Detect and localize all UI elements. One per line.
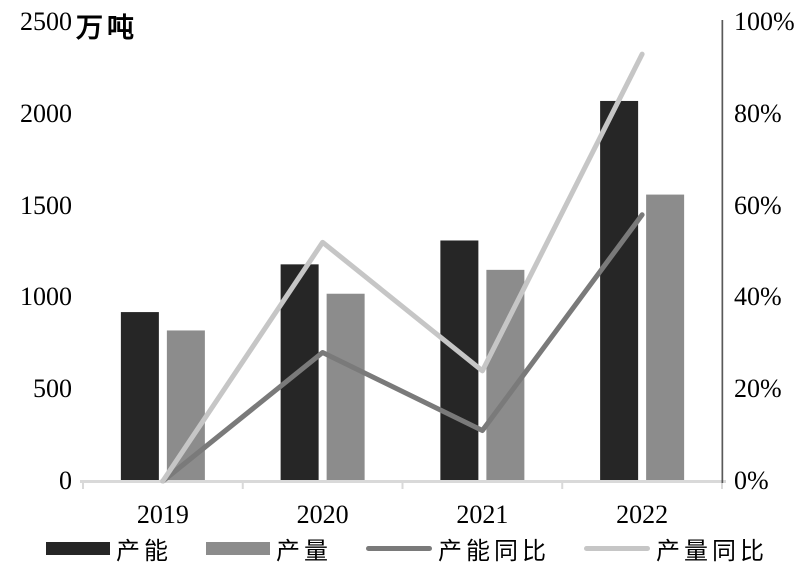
x-axis-tick [721,480,723,489]
line-产能同比 [160,212,645,484]
x-axis-label-2019: 2019 [136,500,189,529]
legend-label-capacity-yoy: 产能同比 [438,538,550,565]
x-axis-label-2022: 2022 [616,500,669,529]
legend-item-capacity: 产能 [46,531,172,566]
bar-产量-2022 [646,194,685,483]
bar-产能-2019 [120,312,159,482]
legend-item-capacity-yoy: 产能同比 [366,531,550,566]
legend-label-production-yoy: 产量同比 [656,538,768,565]
right-axis-tick-80%: 80% [734,98,782,128]
left-axis-unit-label: 万吨 [76,13,138,43]
legend-label-production: 产量 [276,538,332,565]
x-axis-label-2021: 2021 [456,500,509,529]
bar-产能-2022 [600,100,639,482]
left-axis-tick-2000: 2000 [20,98,72,128]
legend-item-production-yoy: 产量同比 [584,531,768,566]
bar-产量-2020 [326,293,365,482]
left-axis-tick-1000: 1000 [20,282,72,312]
x-axis-tick [241,480,244,489]
line-产量同比 [160,51,645,484]
left-axis-tick-0: 0 [59,466,72,495]
x-axis-tick [401,480,404,489]
left-axis-tick-500: 500 [33,374,72,404]
bar-产量-2019 [166,330,205,482]
right-axis-tick-60%: 60% [734,190,782,220]
right-axis-line [721,20,724,483]
legend-label-capacity: 产能 [116,538,172,565]
x-axis-tick [82,480,84,489]
legend-item-production: 产量 [206,531,332,566]
production-yoy-line-swatch [584,545,650,551]
right-axis-tick-0%: 0% [734,466,769,495]
left-axis-tick-1500: 1500 [20,190,72,220]
legend: 产能 产量 产能同比 产量同比 [46,531,768,565]
right-axis-tick-40%: 40% [734,282,782,312]
left-axis-tick-2500: 2500 [20,7,72,36]
right-axis-tick-20%: 20% [734,374,782,404]
capacity-yoy-line-swatch [366,545,432,551]
x-axis-label-2020: 2020 [296,500,349,529]
capacity-bar-swatch [46,541,110,555]
x-axis-tick [561,480,564,489]
right-axis-tick-100%: 100% [734,7,795,36]
production-bar-swatch [206,541,270,555]
